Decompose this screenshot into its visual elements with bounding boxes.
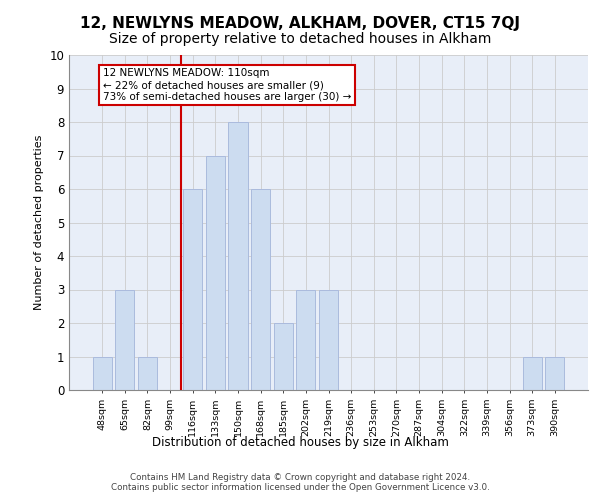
Bar [251,189,270,390]
Text: 12 NEWLYNS MEADOW: 110sqm
← 22% of detached houses are smaller (9)
73% of semi-d: 12 NEWLYNS MEADOW: 110sqm ← 22% of detac… [103,68,351,102]
Text: Distribution of detached houses by size in Alkham: Distribution of detached houses by size … [152,436,448,449]
Bar [545,356,565,390]
Bar [115,290,134,390]
Text: Contains HM Land Registry data © Crown copyright and database right 2024.
Contai: Contains HM Land Registry data © Crown c… [110,473,490,492]
Bar [183,189,202,390]
Bar [138,356,157,390]
Text: 12, NEWLYNS MEADOW, ALKHAM, DOVER, CT15 7QJ: 12, NEWLYNS MEADOW, ALKHAM, DOVER, CT15 … [80,16,520,31]
Bar [229,122,248,390]
Bar [523,356,542,390]
Bar [206,156,225,390]
Bar [296,290,316,390]
Text: Size of property relative to detached houses in Alkham: Size of property relative to detached ho… [109,32,491,46]
Bar [274,323,293,390]
Bar [319,290,338,390]
Y-axis label: Number of detached properties: Number of detached properties [34,135,44,310]
Bar [92,356,112,390]
